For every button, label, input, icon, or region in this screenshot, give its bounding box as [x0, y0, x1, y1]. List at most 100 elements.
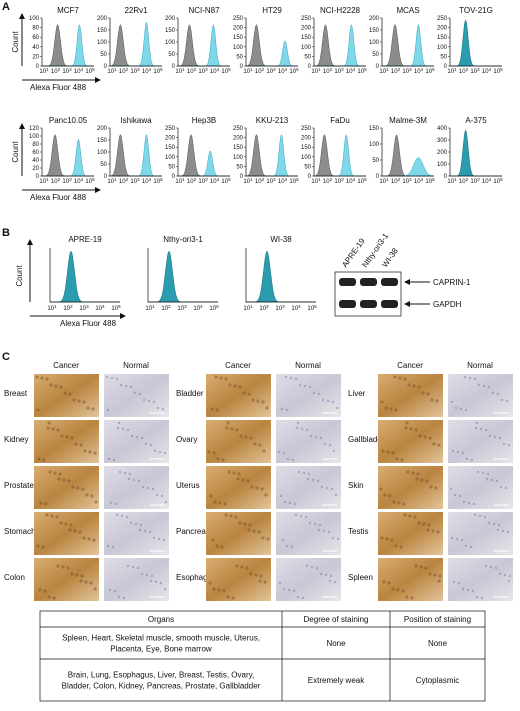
y-tick-label: 100 [301, 155, 312, 161]
x-tick-exponent: 4 [489, 67, 492, 72]
x-tick-label: 102 [161, 304, 171, 312]
x-tick-base: 10 [289, 179, 296, 185]
tissue-texture [392, 500, 396, 504]
tissue-texture [459, 407, 463, 411]
x-tick-label: 102 [51, 177, 61, 185]
x-tick-base: 10 [79, 306, 86, 312]
tissue-texture [50, 514, 54, 518]
x-tick-base: 10 [255, 69, 262, 75]
x-tick-exponent: 3 [184, 304, 187, 309]
tissue-texture [55, 515, 59, 519]
histogram-title: Malme-3M [389, 116, 427, 125]
x-tick-base: 10 [39, 179, 46, 185]
tissue-texture [70, 436, 74, 440]
tissue-texture [475, 421, 479, 425]
tissue-texture [486, 472, 490, 476]
tissue-texture [497, 523, 501, 527]
histogram-title: NCI-H2228 [320, 6, 361, 15]
axes [109, 128, 162, 177]
y-tick-label: 200 [97, 126, 108, 132]
x-tick-label: 104 [346, 67, 356, 75]
tissue-texture [43, 589, 47, 593]
x-tick-base: 10 [210, 179, 217, 185]
tissue-texture [117, 595, 121, 599]
x-tick-exponent: 3 [341, 177, 344, 182]
tissue-texture [85, 493, 89, 497]
x-tick-base: 10 [209, 306, 216, 312]
axes [245, 18, 298, 67]
tissue-texture [52, 596, 56, 600]
x-tick-exponent: 5 [314, 304, 317, 309]
tissue-texture [278, 581, 282, 585]
tissue-texture [231, 596, 235, 600]
x-tick-base: 10 [357, 179, 364, 185]
tissue-texture [254, 573, 258, 577]
tissue-texture [420, 478, 424, 482]
x-tick-label: 101 [175, 177, 185, 185]
tissue-texture [236, 477, 240, 481]
tissue-texture [238, 521, 242, 525]
tissue-texture [481, 471, 485, 475]
x-tick-base: 10 [482, 69, 489, 75]
y-tick-label: 100 [165, 155, 176, 161]
tissue-texture [256, 399, 260, 403]
axes [449, 18, 502, 67]
tissue-texture [74, 442, 78, 446]
tissue-texture [228, 383, 232, 387]
tissue-texture [129, 521, 133, 525]
tissue-texture [239, 434, 243, 438]
x-tick-base: 10 [161, 306, 168, 312]
normal-image [276, 374, 341, 417]
x-tick-exponent: 4 [285, 67, 288, 72]
normal-image [448, 558, 513, 601]
tissue-texture [417, 385, 421, 389]
x-tick-base: 10 [193, 306, 200, 312]
axes [381, 128, 434, 177]
tissue-texture [487, 521, 491, 525]
y-tick-label: 50 [372, 52, 379, 58]
x-tick-label: 102 [51, 67, 61, 75]
tissue-texture [473, 513, 477, 517]
x-tick-base: 10 [142, 179, 149, 185]
x-tick-exponent: 5 [118, 304, 121, 309]
y-tick-label: 0 [240, 64, 244, 70]
tissue-texture [482, 384, 486, 388]
tissue-texture [298, 383, 302, 387]
tissue-texture [245, 566, 249, 570]
x-tick-base: 10 [493, 179, 500, 185]
organ-label: Skin [348, 481, 364, 490]
tissue-texture [90, 494, 94, 498]
tissue-texture [250, 485, 254, 489]
organ-label: Pancreas [176, 527, 210, 536]
tissue-texture [286, 457, 290, 461]
x-tick-label: 105 [153, 177, 163, 185]
tissue-texture [79, 443, 83, 447]
x-tick-base: 10 [459, 69, 466, 75]
x-tick-exponent: 5 [228, 67, 231, 72]
tissue-texture [117, 421, 121, 425]
tissue-texture [135, 435, 139, 439]
lane-label: WI-38 [380, 246, 400, 269]
tissue-texture [463, 375, 467, 379]
tissue-texture [317, 392, 321, 396]
y-tick-label: 200 [437, 26, 448, 32]
tissue-texture [87, 537, 91, 541]
tissue-texture [494, 566, 498, 570]
x-tick-exponent: 4 [353, 177, 356, 182]
x-tick-base: 10 [259, 306, 266, 312]
tissue-texture [467, 501, 471, 505]
x-tick-label: 101 [311, 177, 321, 185]
tissue-texture [62, 478, 66, 482]
x-tick-label: 103 [275, 304, 285, 312]
tissue-texture [488, 434, 492, 438]
tissue-texture [283, 500, 287, 504]
tissue-texture [128, 472, 132, 476]
x-tick-label: 104 [74, 177, 84, 185]
tissue-texture [389, 407, 393, 411]
tissue-texture [158, 450, 162, 454]
tissue-texture [241, 478, 245, 482]
tissue-texture [299, 514, 303, 518]
x-tick-base: 10 [379, 69, 386, 75]
axes [177, 128, 230, 177]
